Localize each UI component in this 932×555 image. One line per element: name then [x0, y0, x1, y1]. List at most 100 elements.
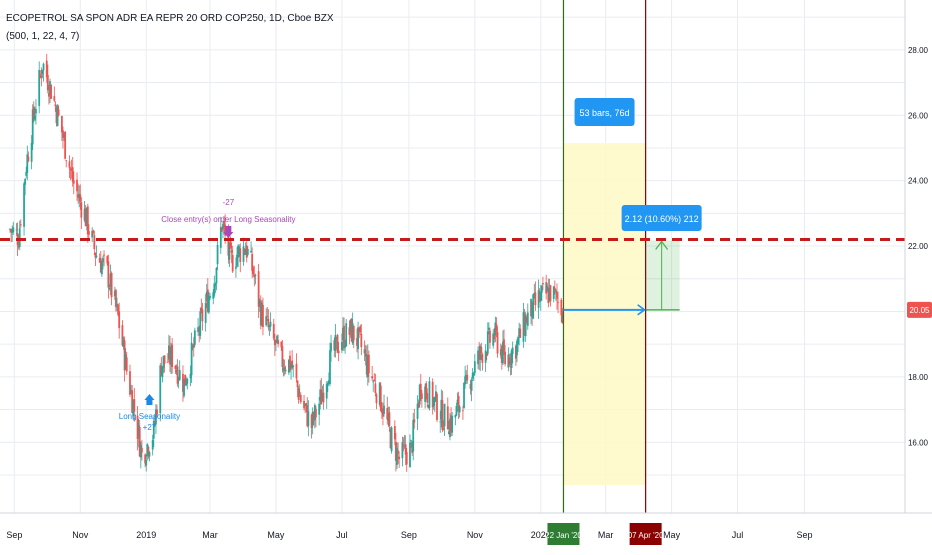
candle: [39, 70, 42, 79]
candle-body: [548, 287, 551, 301]
candle: [163, 355, 166, 373]
candle: [242, 237, 245, 266]
candle: [19, 219, 22, 229]
candle: [489, 327, 491, 349]
candle: [91, 227, 94, 243]
candle: [312, 411, 315, 426]
candle: [186, 377, 189, 390]
candle: [10, 229, 12, 243]
candle-body: [166, 361, 169, 363]
candle-body: [176, 366, 179, 384]
candle-body: [200, 307, 203, 311]
candle-body: [516, 340, 518, 356]
candle-body: [108, 287, 111, 289]
candle-body: [473, 361, 476, 374]
close-signal-arrow: [223, 226, 234, 238]
candle-body: [549, 285, 552, 302]
candle: [136, 405, 139, 451]
candle-body: [530, 298, 532, 317]
candle: [556, 283, 558, 310]
candle-body: [224, 224, 227, 236]
candle-body: [320, 389, 323, 405]
candle: [471, 368, 474, 381]
candle-body: [542, 283, 544, 285]
candle: [46, 64, 49, 94]
candle: [267, 309, 270, 331]
candle: [507, 347, 510, 372]
candle: [299, 392, 302, 404]
x-tick-label: Sep: [401, 530, 417, 540]
candle-body: [35, 108, 37, 114]
candle: [183, 378, 185, 398]
candle-body: [54, 104, 57, 107]
candle: [190, 332, 193, 383]
candle: [238, 244, 241, 257]
candle: [352, 325, 355, 349]
candle: [424, 383, 427, 409]
candle: [534, 281, 537, 311]
candle: [318, 397, 321, 426]
candle-body: [427, 405, 430, 409]
candle: [11, 225, 14, 242]
candle: [426, 388, 429, 407]
candle: [522, 302, 525, 348]
candle: [99, 250, 102, 273]
price-axis-bg: [905, 0, 932, 528]
candle-body: [106, 256, 109, 264]
candle: [152, 416, 155, 448]
candle-body: [547, 288, 550, 304]
candle: [442, 420, 445, 431]
candle: [18, 220, 21, 251]
candle-body: [409, 442, 411, 468]
candle-body: [489, 330, 491, 343]
indicator-params[interactable]: (500, 1, 22, 4, 7): [6, 31, 80, 42]
candle: [367, 350, 370, 383]
symbol-title[interactable]: ECOPETROL SA SPON ADR EA REPR 20 ORD COP…: [6, 13, 334, 24]
candle-body: [305, 403, 308, 406]
candle-body: [371, 376, 374, 379]
close-signal-qty: -27: [223, 198, 235, 207]
candle-body: [503, 339, 505, 353]
candle: [156, 404, 158, 418]
candle: [72, 171, 75, 195]
y-tick-label: 22.00: [908, 242, 929, 251]
candle: [350, 317, 353, 342]
chart-header: ECOPETROL SA SPON ADR EA REPR 20 ORD COP…: [6, 10, 334, 46]
candle-body: [48, 93, 50, 97]
candle-body: [303, 400, 305, 409]
candle: [503, 329, 505, 356]
candle-body: [131, 390, 134, 414]
candle-body: [117, 304, 119, 315]
candle-body: [79, 194, 82, 202]
candle: [305, 402, 308, 413]
candle: [60, 115, 63, 141]
candle-body: [386, 407, 389, 420]
candle-body: [260, 303, 263, 325]
candle: [9, 227, 11, 233]
candle-body: [471, 372, 474, 379]
candle-body: [275, 340, 277, 342]
candle: [148, 451, 151, 462]
candle-body: [125, 357, 128, 372]
candle: [545, 274, 548, 300]
candle: [219, 216, 222, 254]
candle: [548, 278, 551, 303]
candle-body: [130, 390, 132, 394]
candle: [538, 288, 541, 303]
candle-body: [18, 228, 21, 247]
candle: [63, 131, 65, 141]
candle: [177, 376, 180, 389]
candle-body: [419, 383, 422, 397]
candle-body: [492, 333, 495, 346]
candle-body: [349, 319, 352, 333]
candle-body: [215, 267, 218, 284]
candle: [306, 397, 309, 428]
candle: [24, 178, 27, 196]
candle-body: [53, 96, 56, 101]
candle: [456, 392, 459, 413]
candle: [55, 104, 58, 127]
candle: [209, 293, 211, 300]
